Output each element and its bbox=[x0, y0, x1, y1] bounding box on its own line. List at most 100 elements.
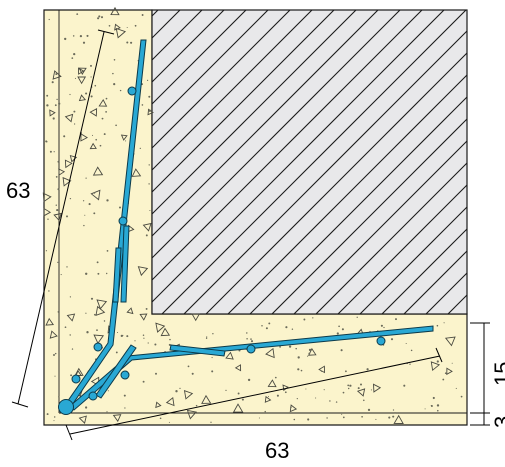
aggregate-speck bbox=[108, 24, 111, 27]
aggregate-triangle bbox=[444, 336, 456, 347]
aggregate-speck bbox=[115, 351, 118, 354]
aggregate-speck bbox=[105, 111, 107, 113]
aggregate-triangle bbox=[186, 409, 197, 420]
aggregate-speck bbox=[307, 418, 310, 421]
aggregate-speck bbox=[237, 392, 240, 395]
aggregate-speck bbox=[113, 59, 116, 61]
hatch-line bbox=[249, 96, 467, 314]
rebar-bar-vertical-short bbox=[120, 225, 130, 303]
aggregate-speck bbox=[291, 328, 294, 330]
aggregate-speck bbox=[342, 391, 345, 394]
aggregate-triangle bbox=[114, 23, 121, 31]
aggregate-speck bbox=[45, 250, 48, 252]
aggregate-speck bbox=[69, 296, 72, 298]
aggregate-speck bbox=[279, 346, 281, 348]
aggregate-triangle bbox=[137, 266, 149, 277]
aggregate-speck bbox=[106, 250, 109, 252]
aggregate-speck bbox=[436, 324, 439, 327]
aggregate-speck bbox=[54, 375, 56, 377]
aggregate-speck bbox=[119, 89, 122, 92]
aggregate-speck bbox=[460, 395, 463, 398]
aggregate-speck bbox=[195, 404, 198, 407]
aggregate-triangle bbox=[142, 222, 152, 232]
aggregate-speck bbox=[49, 150, 52, 153]
aggregate-speck bbox=[46, 413, 49, 416]
aggregate-triangle bbox=[155, 322, 166, 333]
aggregate-speck bbox=[250, 338, 252, 340]
aggregate-triangle bbox=[45, 317, 55, 326]
aggregate-triangle bbox=[78, 415, 87, 424]
aggregate-speck bbox=[82, 200, 85, 202]
hatch-line bbox=[205, 52, 467, 314]
aggregate-speck bbox=[261, 325, 263, 327]
aggregate-triangle bbox=[64, 159, 73, 169]
aggregate-speck bbox=[53, 354, 55, 356]
aggregate-speck bbox=[48, 290, 50, 292]
aggregate-triangle bbox=[393, 414, 404, 424]
aggregate-speck bbox=[57, 160, 60, 163]
hatch-line bbox=[152, 10, 445, 303]
aggregate-speck bbox=[74, 77, 77, 79]
aggregate-triangle bbox=[155, 401, 162, 409]
hatch-line bbox=[152, 10, 357, 215]
aggregate-speck bbox=[83, 224, 85, 227]
aggregate-speck bbox=[72, 35, 75, 37]
aggregate-speck bbox=[122, 334, 124, 336]
aggregate-speck bbox=[56, 98, 58, 101]
aggregate-triangle bbox=[49, 330, 58, 339]
aggregate-speck bbox=[268, 322, 271, 325]
aggregate-speck bbox=[392, 415, 395, 418]
aggregate-speck bbox=[66, 266, 68, 268]
aggregate-speck bbox=[106, 411, 108, 413]
aggregate-speck bbox=[341, 413, 343, 415]
aggregate-speck bbox=[113, 82, 116, 86]
hatch-line bbox=[152, 10, 401, 259]
aggregate-speck bbox=[58, 102, 61, 105]
aggregate-speck bbox=[383, 326, 385, 329]
aggregate-speck bbox=[315, 397, 317, 399]
aggregate-speck bbox=[155, 372, 157, 375]
aggregate-speck bbox=[323, 389, 325, 391]
aggregate-speck bbox=[46, 94, 49, 97]
aggregate-speck bbox=[56, 209, 59, 212]
aggregate-speck bbox=[99, 144, 102, 147]
aggregate-triangle bbox=[66, 313, 76, 322]
aggregate-speck bbox=[366, 368, 369, 371]
aggregate-speck bbox=[442, 378, 445, 381]
aggregate-speck bbox=[250, 340, 254, 343]
aggregate-speck bbox=[394, 411, 396, 414]
aggregate-speck bbox=[424, 408, 426, 410]
aggregate-speck bbox=[73, 52, 76, 56]
aggregate-speck bbox=[95, 138, 97, 141]
aggregate-speck bbox=[60, 274, 62, 276]
aggregate-triangle bbox=[265, 347, 275, 359]
hatch-line bbox=[152, 10, 247, 105]
aggregate-triangle bbox=[430, 361, 441, 372]
aggregate-speck bbox=[45, 140, 48, 143]
hatch-line bbox=[315, 162, 467, 314]
aggregate-speck bbox=[96, 261, 99, 264]
aggregate-speck bbox=[51, 81, 54, 84]
aggregate-speck bbox=[436, 404, 440, 407]
aggregate-speck bbox=[159, 417, 162, 420]
aggregate-speck bbox=[360, 383, 362, 386]
aggregate-triangle bbox=[62, 176, 72, 187]
aggregate-speck bbox=[139, 147, 141, 150]
aggregate-triangle bbox=[78, 67, 87, 75]
aggregate-triangle bbox=[289, 404, 298, 413]
aggregate-speck bbox=[145, 234, 148, 237]
aggregate-speck bbox=[326, 417, 328, 419]
aggregate-speck bbox=[212, 333, 214, 335]
aggregate-speck bbox=[141, 104, 144, 106]
aggregate-speck bbox=[169, 338, 171, 341]
aggregate-speck bbox=[93, 192, 96, 194]
aggregate-speck bbox=[210, 421, 212, 423]
aggregate-speck bbox=[86, 331, 89, 334]
aggregate-triangle bbox=[160, 327, 171, 337]
aggregate-speck bbox=[115, 124, 117, 127]
rebar-bar-corner-diagonal bbox=[95, 344, 137, 399]
aggregate-speck bbox=[320, 370, 323, 372]
dimension-lines bbox=[11, 29, 490, 441]
aggregate-speck bbox=[100, 16, 104, 19]
aggregate-triangle bbox=[267, 379, 277, 388]
